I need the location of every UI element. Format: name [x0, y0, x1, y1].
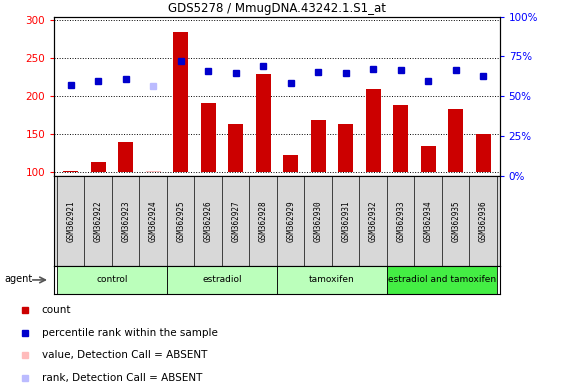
Text: agent: agent [5, 273, 33, 283]
Bar [57, 266, 167, 294]
Text: GSM362930: GSM362930 [313, 200, 323, 242]
Bar [448, 109, 463, 172]
Text: GSM362926: GSM362926 [204, 200, 213, 242]
Bar [118, 142, 133, 172]
Text: GSM362935: GSM362935 [451, 200, 460, 242]
Bar [146, 170, 161, 172]
Text: GSM362923: GSM362923 [121, 200, 130, 242]
Bar [387, 266, 497, 294]
Bar [476, 134, 490, 172]
Text: estradiol: estradiol [202, 275, 242, 285]
Text: GSM362922: GSM362922 [94, 200, 103, 242]
Text: GSM362928: GSM362928 [259, 200, 268, 242]
Text: GSM362927: GSM362927 [231, 200, 240, 242]
Bar [173, 32, 188, 172]
Text: GSM362925: GSM362925 [176, 200, 185, 242]
Bar [200, 103, 216, 172]
Text: count: count [42, 305, 71, 315]
Text: GSM362931: GSM362931 [341, 200, 350, 242]
Text: estradiol and tamoxifen: estradiol and tamoxifen [388, 275, 496, 285]
Bar [277, 266, 387, 294]
Text: control: control [96, 275, 128, 285]
Text: GSM362936: GSM362936 [478, 200, 488, 242]
Text: percentile rank within the sample: percentile rank within the sample [42, 328, 218, 338]
Text: tamoxifen: tamoxifen [309, 275, 355, 285]
Bar [365, 89, 381, 172]
Bar [63, 171, 78, 172]
Bar [393, 105, 408, 172]
Bar [283, 156, 298, 172]
Bar [421, 146, 436, 172]
Bar [338, 124, 353, 172]
Bar [311, 121, 325, 172]
Text: rank, Detection Call = ABSENT: rank, Detection Call = ABSENT [42, 373, 202, 383]
Text: value, Detection Call = ABSENT: value, Detection Call = ABSENT [42, 350, 207, 360]
Bar [256, 74, 271, 172]
Text: GSM362929: GSM362929 [286, 200, 295, 242]
Text: GSM362932: GSM362932 [369, 200, 377, 242]
Title: GDS5278 / MmugDNA.43242.1.S1_at: GDS5278 / MmugDNA.43242.1.S1_at [168, 2, 386, 15]
Text: GSM362921: GSM362921 [66, 200, 75, 242]
Bar [228, 124, 243, 172]
Text: GSM362924: GSM362924 [148, 200, 158, 242]
Bar [91, 162, 106, 172]
Text: GSM362934: GSM362934 [424, 200, 433, 242]
Bar [167, 266, 277, 294]
Text: GSM362933: GSM362933 [396, 200, 405, 242]
